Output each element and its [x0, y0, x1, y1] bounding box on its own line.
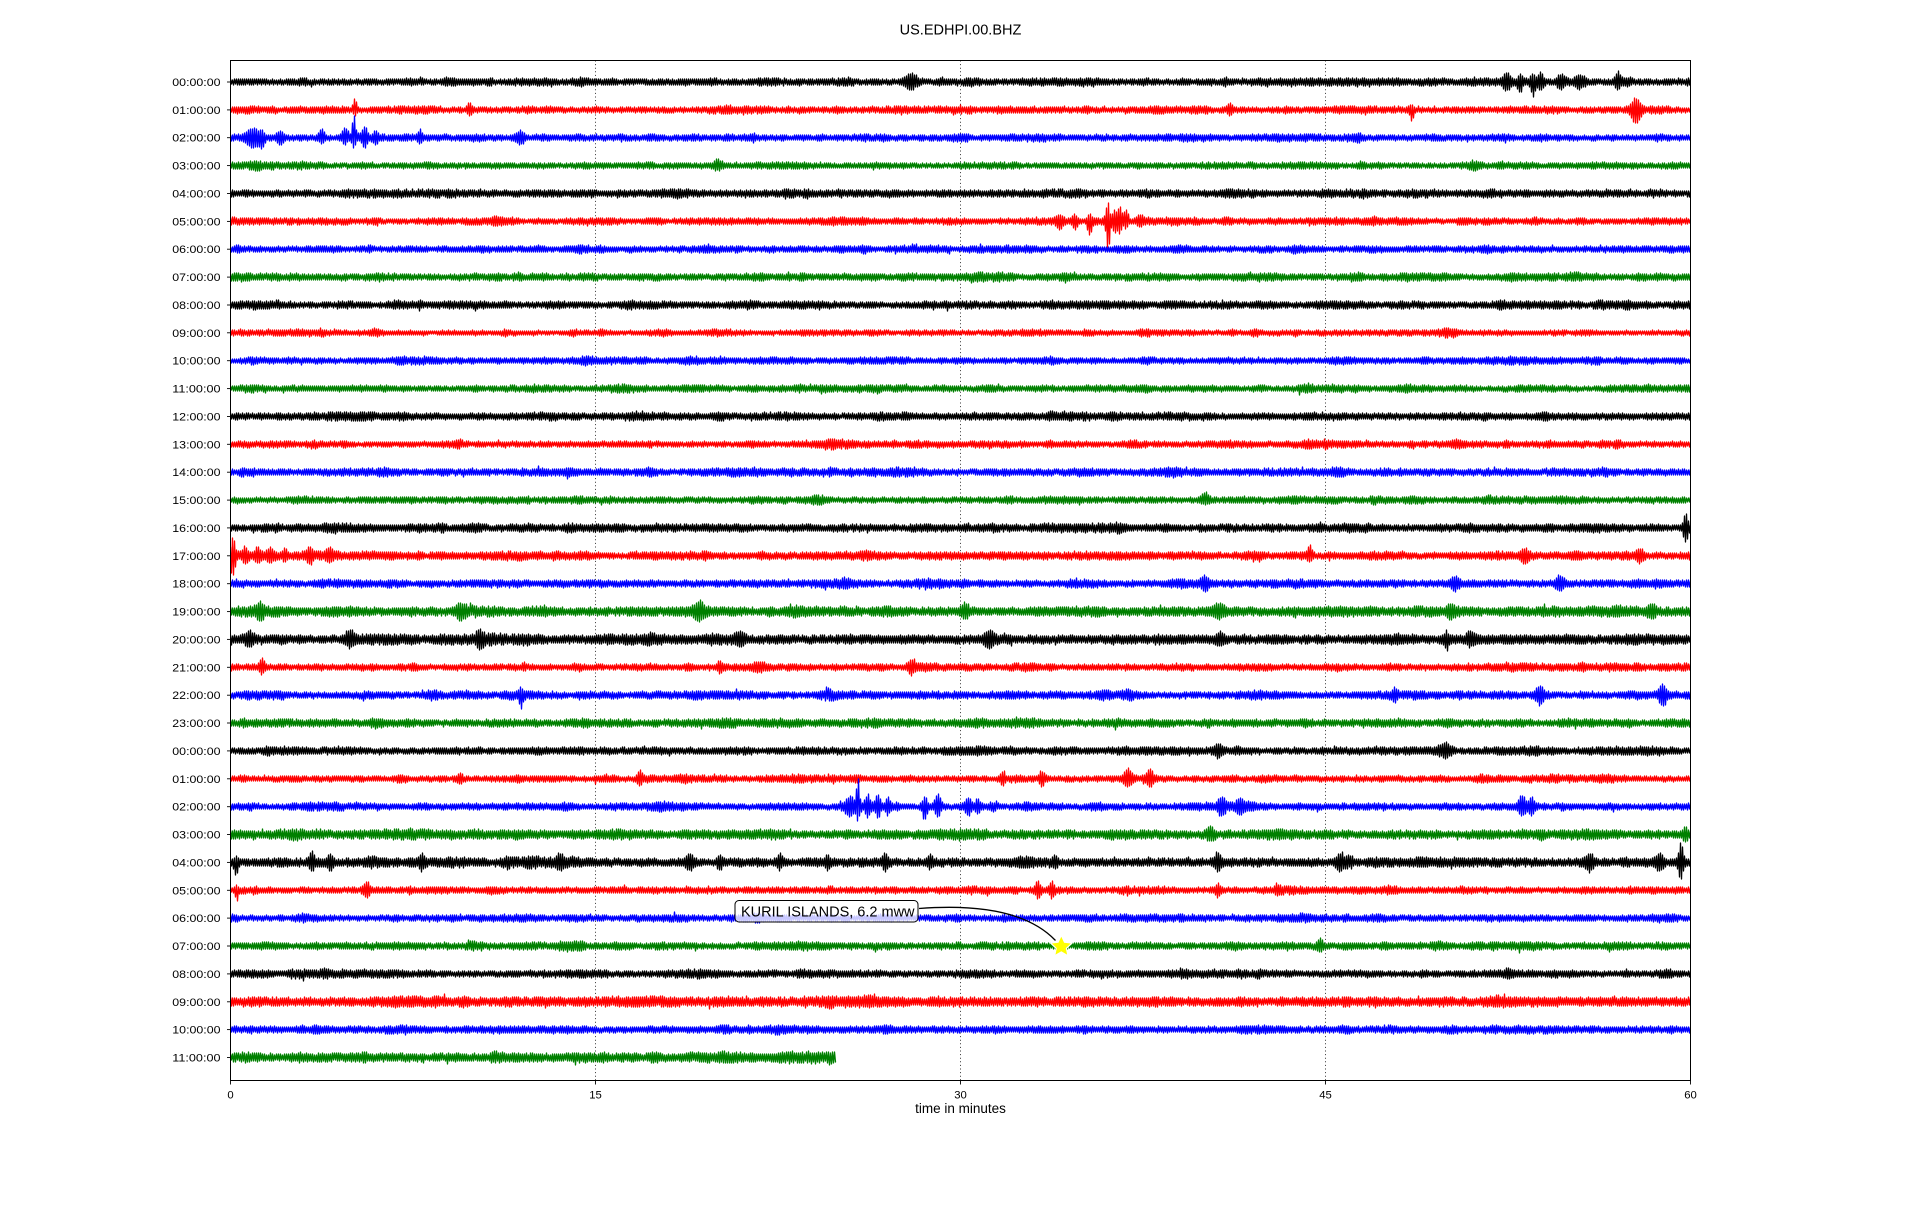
svg-text:04:00:00: 04:00:00 — [172, 189, 220, 201]
svg-text:09:00:00: 09:00:00 — [172, 997, 220, 1009]
svg-text:09:00:00: 09:00:00 — [172, 328, 220, 340]
svg-text:18:00:00: 18:00:00 — [172, 579, 220, 591]
svg-text:22:00:00: 22:00:00 — [172, 690, 220, 702]
svg-text:60: 60 — [1684, 1089, 1697, 1101]
svg-text:US.EDHPI.00.BHZ: US.EDHPI.00.BHZ — [900, 23, 1022, 39]
svg-text:06:00:00: 06:00:00 — [172, 913, 220, 925]
svg-text:02:00:00: 02:00:00 — [172, 802, 220, 814]
svg-text:14:00:00: 14:00:00 — [172, 467, 220, 479]
svg-text:12:00:00: 12:00:00 — [172, 412, 220, 424]
svg-text:45: 45 — [1319, 1089, 1332, 1101]
svg-text:05:00:00: 05:00:00 — [172, 885, 220, 897]
svg-text:21:00:00: 21:00:00 — [172, 662, 220, 674]
svg-text:00:00:00: 00:00:00 — [172, 77, 220, 89]
svg-text:03:00:00: 03:00:00 — [172, 161, 220, 173]
svg-text:time in minutes: time in minutes — [915, 1101, 1006, 1116]
svg-text:08:00:00: 08:00:00 — [172, 969, 220, 981]
svg-text:19:00:00: 19:00:00 — [172, 607, 220, 619]
svg-text:13:00:00: 13:00:00 — [172, 439, 220, 451]
svg-text:17:00:00: 17:00:00 — [172, 551, 220, 563]
svg-text:11:00:00: 11:00:00 — [172, 1053, 220, 1065]
svg-text:15: 15 — [589, 1089, 602, 1101]
svg-text:07:00:00: 07:00:00 — [172, 272, 220, 284]
svg-text:16:00:00: 16:00:00 — [172, 523, 220, 535]
svg-text:01:00:00: 01:00:00 — [172, 774, 220, 786]
svg-text:15:00:00: 15:00:00 — [172, 495, 220, 507]
svg-text:20:00:00: 20:00:00 — [172, 634, 220, 646]
svg-text:10:00:00: 10:00:00 — [172, 1025, 220, 1037]
svg-text:11:00:00: 11:00:00 — [172, 384, 220, 396]
svg-text:02:00:00: 02:00:00 — [172, 133, 220, 145]
svg-text:04:00:00: 04:00:00 — [172, 857, 220, 869]
svg-text:06:00:00: 06:00:00 — [172, 244, 220, 256]
svg-text:23:00:00: 23:00:00 — [172, 718, 220, 730]
svg-text:0: 0 — [227, 1089, 233, 1101]
svg-text:00:00:00: 00:00:00 — [172, 746, 220, 758]
svg-text:05:00:00: 05:00:00 — [172, 216, 220, 228]
svg-text:10:00:00: 10:00:00 — [172, 356, 220, 368]
svg-text:30: 30 — [954, 1089, 967, 1101]
svg-text:08:00:00: 08:00:00 — [172, 300, 220, 312]
svg-text:03:00:00: 03:00:00 — [172, 830, 220, 842]
svg-text:07:00:00: 07:00:00 — [172, 941, 220, 953]
svg-text:01:00:00: 01:00:00 — [172, 105, 220, 117]
svg-text:KURIL ISLANDS, 6.2 mww: KURIL ISLANDS, 6.2 mww — [741, 905, 915, 921]
